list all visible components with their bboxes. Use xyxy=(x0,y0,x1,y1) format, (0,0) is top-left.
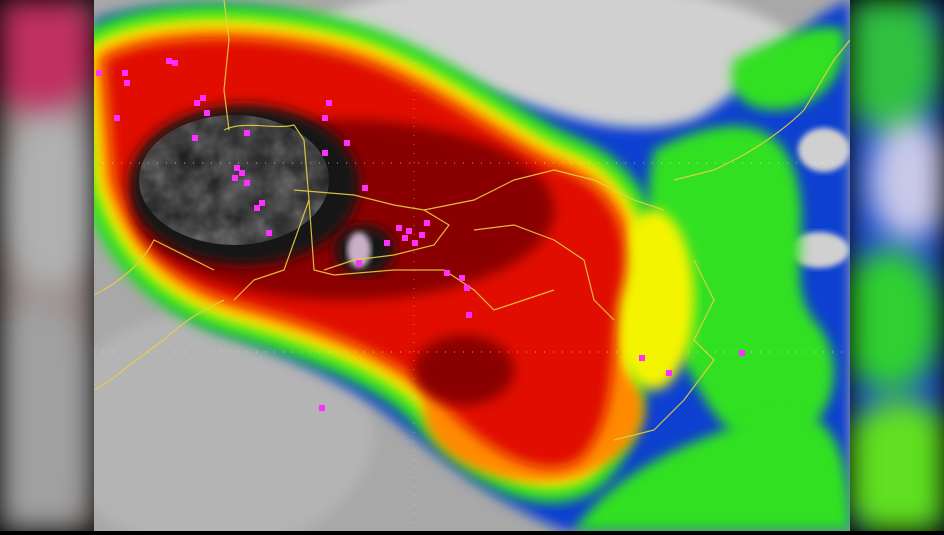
state-border-line xyxy=(93,239,215,296)
lightning-marker xyxy=(254,205,260,211)
cloud-band-green-east xyxy=(647,126,835,446)
lightning-marker xyxy=(166,58,172,64)
satellite-image xyxy=(54,0,851,535)
lightning-marker xyxy=(96,70,102,76)
lightning-marker xyxy=(124,80,130,86)
lightning-marker xyxy=(466,312,472,318)
state-border-line xyxy=(473,224,615,321)
infrared-satellite-map xyxy=(54,0,851,535)
lightning-marker xyxy=(464,285,470,291)
lightning-marker xyxy=(406,228,412,234)
state-border-line xyxy=(613,259,715,441)
cloud-band-dark-red-south xyxy=(414,335,514,405)
state-border-line xyxy=(93,299,225,391)
lightning-marker xyxy=(459,275,465,281)
lightning-marker xyxy=(326,100,332,106)
lightning-marker xyxy=(419,232,425,238)
lightning-marker xyxy=(362,185,368,191)
lightning-marker xyxy=(194,100,200,106)
state-border-line xyxy=(673,39,851,181)
lightning-marker xyxy=(322,150,328,156)
state-border-line xyxy=(423,169,665,211)
lightning-marker xyxy=(244,180,250,186)
lightning-marker xyxy=(192,135,198,141)
clear-patch-east xyxy=(798,128,850,172)
blurred-side-panel-left xyxy=(0,0,94,531)
state-border-line xyxy=(223,124,310,301)
lightning-marker xyxy=(239,170,245,176)
lightning-marker xyxy=(172,60,178,66)
lightning-marker xyxy=(122,70,128,76)
lightning-marker xyxy=(356,260,362,266)
lightning-marker xyxy=(259,200,265,206)
lightning-marker xyxy=(639,355,645,361)
cloud-band-yellow-east xyxy=(614,210,694,390)
state-border-line xyxy=(293,189,450,271)
clear-area-southwest xyxy=(54,310,374,535)
cloud-band-green-south xyxy=(574,413,850,531)
lightning-marker xyxy=(322,115,328,121)
lightning-marker xyxy=(396,225,402,231)
lightning-marker xyxy=(412,240,418,246)
lightning-marker xyxy=(402,235,408,241)
lightning-marker xyxy=(319,405,325,411)
blurred-side-panel-right xyxy=(850,0,944,531)
lightning-marker xyxy=(114,115,120,121)
lightning-marker xyxy=(739,350,745,356)
lightning-marker xyxy=(232,175,238,181)
lightning-marker xyxy=(424,220,430,226)
lightning-marker xyxy=(200,95,206,101)
lightning-marker xyxy=(666,370,672,376)
clear-patch-east-2 xyxy=(789,232,849,268)
lightning-marker xyxy=(266,230,272,236)
lightning-marker xyxy=(204,110,210,116)
lightning-marker xyxy=(244,130,250,136)
state-border-line xyxy=(223,0,230,131)
lightning-marker xyxy=(234,165,240,171)
lightning-marker xyxy=(444,270,450,276)
lightning-marker xyxy=(344,140,350,146)
lightning-marker xyxy=(384,240,390,246)
